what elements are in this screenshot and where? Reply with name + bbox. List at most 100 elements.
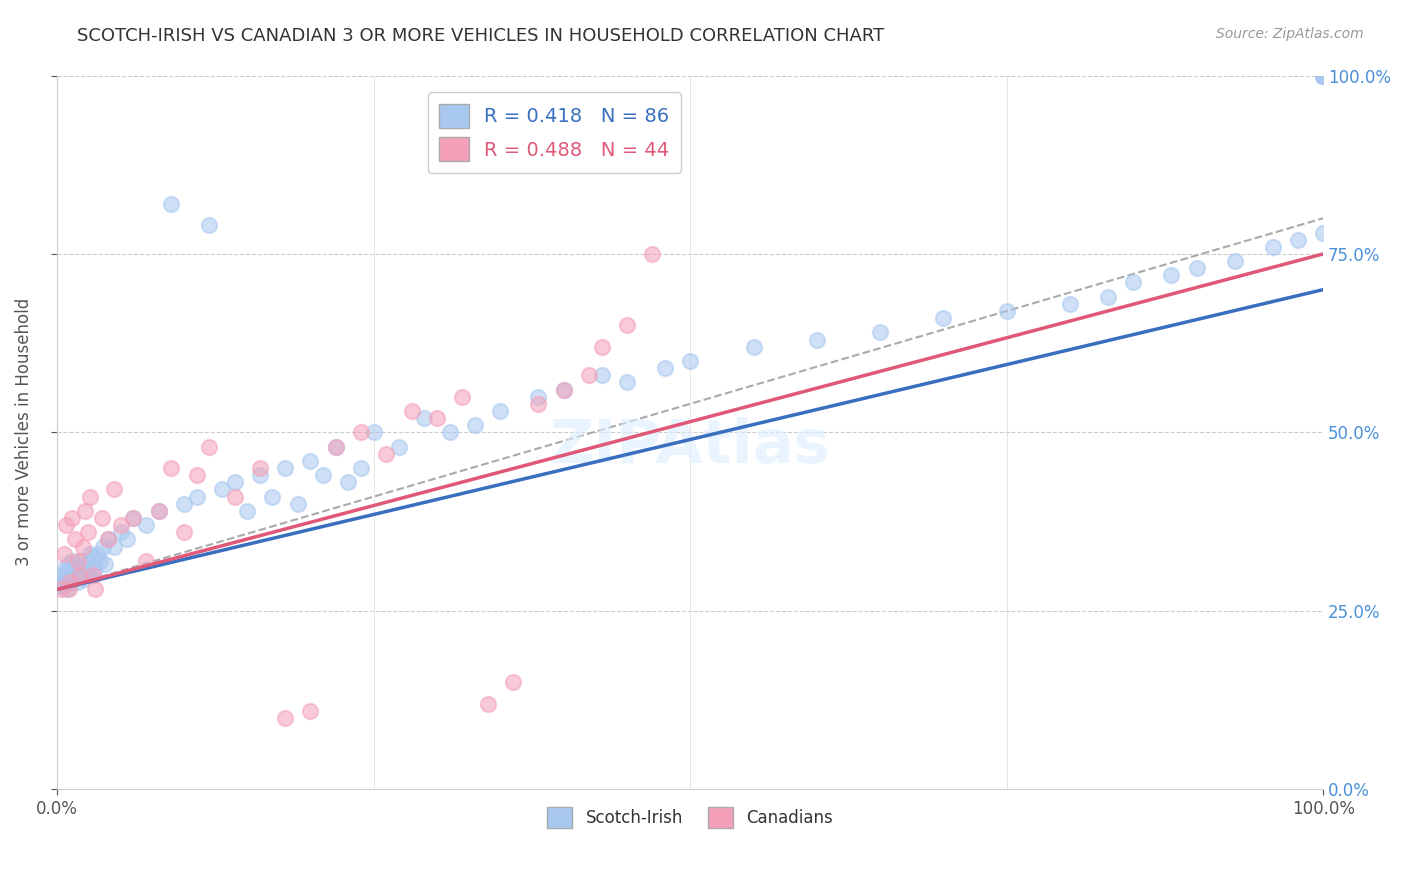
Point: [103, 540, 125, 554]
Point: [52, 547, 75, 561]
Point: [1261, 240, 1284, 254]
Point: [49, 575, 72, 590]
Point: [1223, 254, 1246, 268]
Point: [616, 318, 638, 333]
Point: [249, 461, 271, 475]
Point: [426, 411, 449, 425]
Point: [578, 368, 600, 383]
Point: [75, 561, 97, 575]
Point: [616, 376, 638, 390]
Point: [135, 518, 157, 533]
Point: [363, 425, 385, 440]
Point: [87, 547, 110, 561]
Point: [56, 582, 79, 597]
Point: [84, 582, 107, 597]
Point: [55, 565, 77, 579]
Text: SCOTCH-IRISH VS CANADIAN 3 OR MORE VEHICLES IN HOUSEHOLD CORRELATION CHART: SCOTCH-IRISH VS CANADIAN 3 OR MORE VEHIC…: [77, 27, 884, 45]
Point: [451, 390, 474, 404]
Point: [69, 568, 91, 582]
Point: [65, 565, 87, 579]
Point: [94, 558, 117, 572]
Point: [1160, 268, 1182, 283]
Point: [79, 490, 101, 504]
Point: [502, 675, 524, 690]
Legend: Scotch-Irish, Canadians: Scotch-Irish, Canadians: [541, 801, 839, 834]
Point: [66, 575, 89, 590]
Point: [70, 554, 93, 568]
Point: [477, 697, 499, 711]
Point: [299, 454, 322, 468]
Point: [591, 340, 613, 354]
Point: [527, 397, 550, 411]
Point: [82, 568, 104, 582]
Point: [63, 533, 86, 547]
Point: [413, 411, 436, 425]
Point: [236, 504, 259, 518]
Point: [122, 511, 145, 525]
Point: [73, 572, 96, 586]
Point: [59, 575, 82, 590]
Point: [1312, 226, 1334, 240]
Point: [69, 568, 91, 582]
Point: [654, 361, 676, 376]
Point: [1312, 69, 1334, 83]
Point: [1312, 69, 1334, 83]
Point: [1059, 297, 1081, 311]
Point: [89, 554, 111, 568]
Point: [1312, 69, 1334, 83]
Text: Source: ZipAtlas.com: Source: ZipAtlas.com: [1216, 27, 1364, 41]
Point: [77, 554, 100, 568]
Point: [591, 368, 613, 383]
Point: [72, 565, 94, 579]
Point: [679, 354, 702, 368]
Point: [135, 554, 157, 568]
Point: [350, 461, 373, 475]
Point: [932, 311, 955, 326]
Point: [1312, 69, 1334, 83]
Point: [249, 468, 271, 483]
Point: [60, 575, 83, 590]
Point: [375, 447, 398, 461]
Point: [553, 383, 575, 397]
Point: [66, 554, 89, 568]
Point: [59, 568, 82, 582]
Point: [79, 547, 101, 561]
Point: [51, 568, 73, 582]
Point: [84, 561, 107, 575]
Point: [224, 475, 246, 490]
Point: [262, 490, 284, 504]
Point: [350, 425, 373, 440]
Point: [641, 247, 664, 261]
Point: [110, 518, 132, 533]
Point: [52, 572, 75, 586]
Point: [325, 440, 347, 454]
Point: [122, 511, 145, 525]
Y-axis label: 3 or more Vehicles in Household: 3 or more Vehicles in Household: [15, 298, 32, 566]
Point: [553, 383, 575, 397]
Point: [110, 525, 132, 540]
Point: [160, 197, 183, 211]
Point: [186, 490, 208, 504]
Point: [75, 558, 97, 572]
Point: [1185, 261, 1208, 276]
Point: [75, 504, 97, 518]
Point: [55, 518, 77, 533]
Point: [489, 404, 512, 418]
Point: [388, 440, 411, 454]
Point: [148, 504, 170, 518]
Point: [464, 418, 486, 433]
Point: [67, 561, 90, 575]
Point: [401, 404, 423, 418]
Point: [62, 568, 84, 582]
Point: [115, 533, 138, 547]
Point: [58, 558, 80, 572]
Point: [76, 525, 98, 540]
Point: [869, 326, 891, 340]
Point: [287, 497, 309, 511]
Point: [62, 554, 84, 568]
Point: [211, 483, 233, 497]
Point: [97, 533, 120, 547]
Point: [312, 468, 335, 483]
Point: [527, 390, 550, 404]
Point: [198, 440, 221, 454]
